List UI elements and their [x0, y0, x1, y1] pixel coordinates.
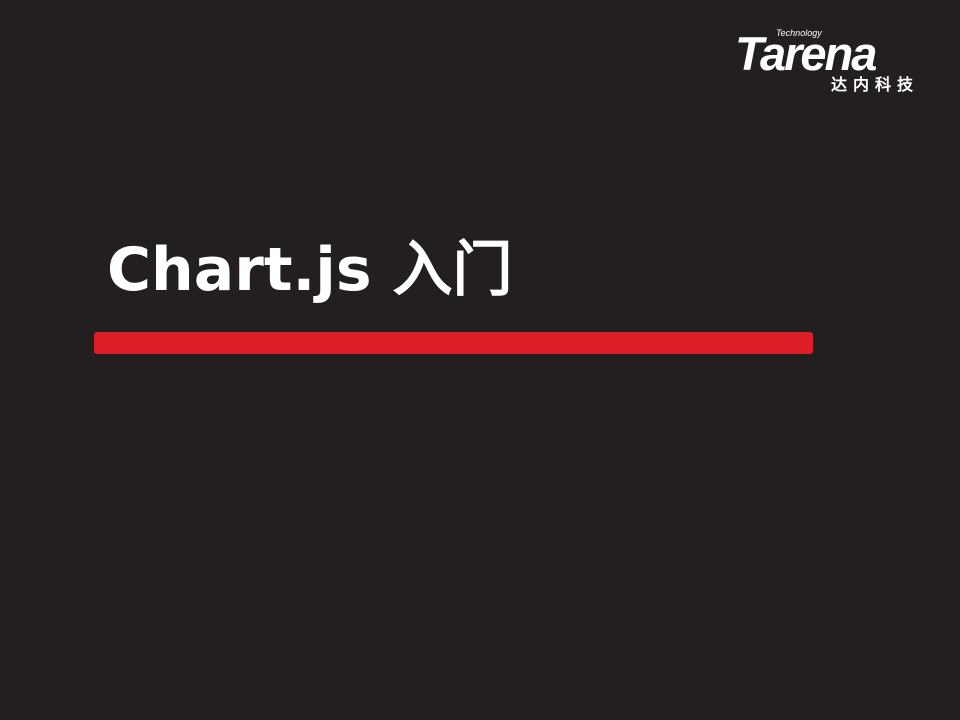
tarena-logo: Technology Tarena 达内科技 [735, 28, 931, 98]
logo-chinese-text: 达内科技 [831, 75, 920, 94]
logo-brand-text: Tarena [735, 27, 877, 80]
title-underline-bar [94, 332, 813, 354]
logo-technology-text: Technology [776, 28, 822, 38]
slide-title: Chart.js 入门 [107, 235, 513, 305]
